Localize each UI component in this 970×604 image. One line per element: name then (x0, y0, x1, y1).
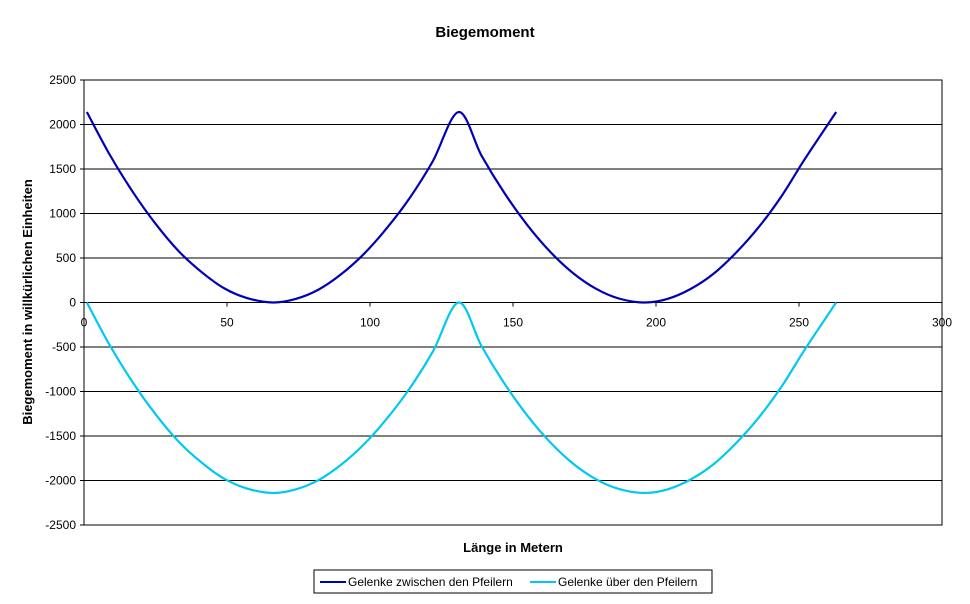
series-lines (85, 110, 838, 495)
y-tick-label-2: 1500 (49, 162, 76, 176)
x-tick-label-5: 250 (789, 316, 809, 330)
x-tick-label-3: 150 (503, 316, 523, 330)
legend-label-series-2: Gelenke über den Pfeilern (558, 575, 697, 589)
y-tick-label-10: -2500 (45, 518, 76, 532)
y-tick-label-7: -1000 (45, 385, 76, 399)
x-axis-title: Länge in Metern (463, 540, 563, 555)
legend: Gelenke zwischen den Pfeilern Gelenke üb… (313, 569, 713, 594)
series-line-2 (85, 301, 838, 495)
y-tick-label-6: -500 (52, 340, 76, 354)
y-tick-label-5: 0 (69, 296, 76, 310)
x-tick-label-6: 300 (932, 316, 952, 330)
y-tick-label-9: -2000 (45, 474, 76, 488)
y-tick-label-3: 1000 (49, 207, 76, 221)
x-tick-label-1: 50 (220, 316, 234, 330)
x-tick-label-4: 200 (646, 316, 666, 330)
y-tick-label-4: 500 (56, 251, 76, 265)
series-line-1 (85, 110, 838, 304)
y-axis-title: Biegemoment in willkürlichen Einheiten (20, 179, 35, 425)
x-tick-label-0: 0 (81, 316, 88, 330)
y-tick-label-1: 2000 (49, 118, 76, 132)
x-tick-label-2: 100 (360, 316, 380, 330)
legend-label-series-1: Gelenke zwischen den Pfeilern (348, 575, 513, 589)
y-tick-label-8: -1500 (45, 429, 76, 443)
chart-title: Biegemoment (435, 24, 534, 41)
axes: 25002000150010005000-500-1000-1500-2000-… (45, 73, 952, 532)
y-tick-label-0: 2500 (49, 73, 76, 87)
legend-box (313, 569, 713, 594)
